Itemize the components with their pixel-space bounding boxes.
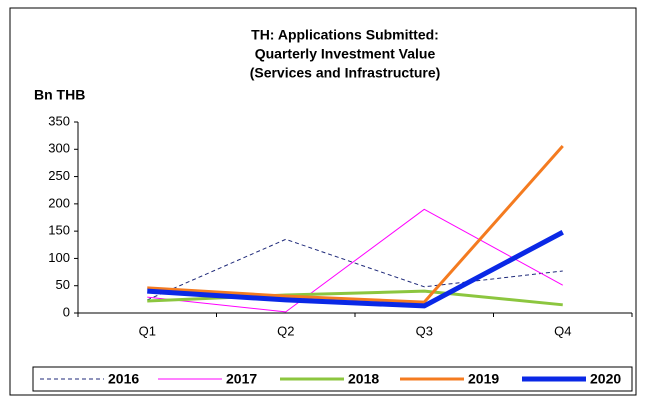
x-tick-label: Q1: [139, 323, 156, 338]
y-tick-label: 100: [48, 250, 70, 265]
y-tick-label: 50: [56, 277, 70, 292]
legend-label: 2017: [226, 371, 257, 387]
y-tick-label: 250: [48, 168, 70, 183]
y-tick-label: 0: [63, 304, 70, 319]
series-line: [147, 230, 564, 309]
legend-label: 2016: [108, 371, 139, 387]
series-line: [147, 208, 563, 313]
y-tick-label: 150: [48, 223, 70, 238]
chart-title: Quarterly Investment Value: [255, 46, 436, 62]
y-tick-label: 300: [48, 141, 70, 156]
y-axis-label: Bn THB: [34, 87, 85, 103]
y-tick-label: 200: [48, 195, 70, 210]
chart-title: (Services and Infrastructure): [250, 65, 441, 81]
legend-label: 2018: [348, 371, 379, 387]
x-tick-label: Q4: [554, 323, 571, 338]
series-line: [147, 145, 564, 304]
x-tick-label: Q3: [416, 323, 433, 338]
x-tick-label: Q2: [277, 323, 294, 338]
legend-label: 2019: [468, 371, 499, 387]
y-tick-label: 350: [48, 113, 70, 128]
chart-frame: [9, 7, 637, 396]
series-line: [147, 238, 563, 301]
legend-label: 2020: [590, 371, 621, 387]
chart-title: TH: Applications Submitted:: [251, 27, 439, 43]
